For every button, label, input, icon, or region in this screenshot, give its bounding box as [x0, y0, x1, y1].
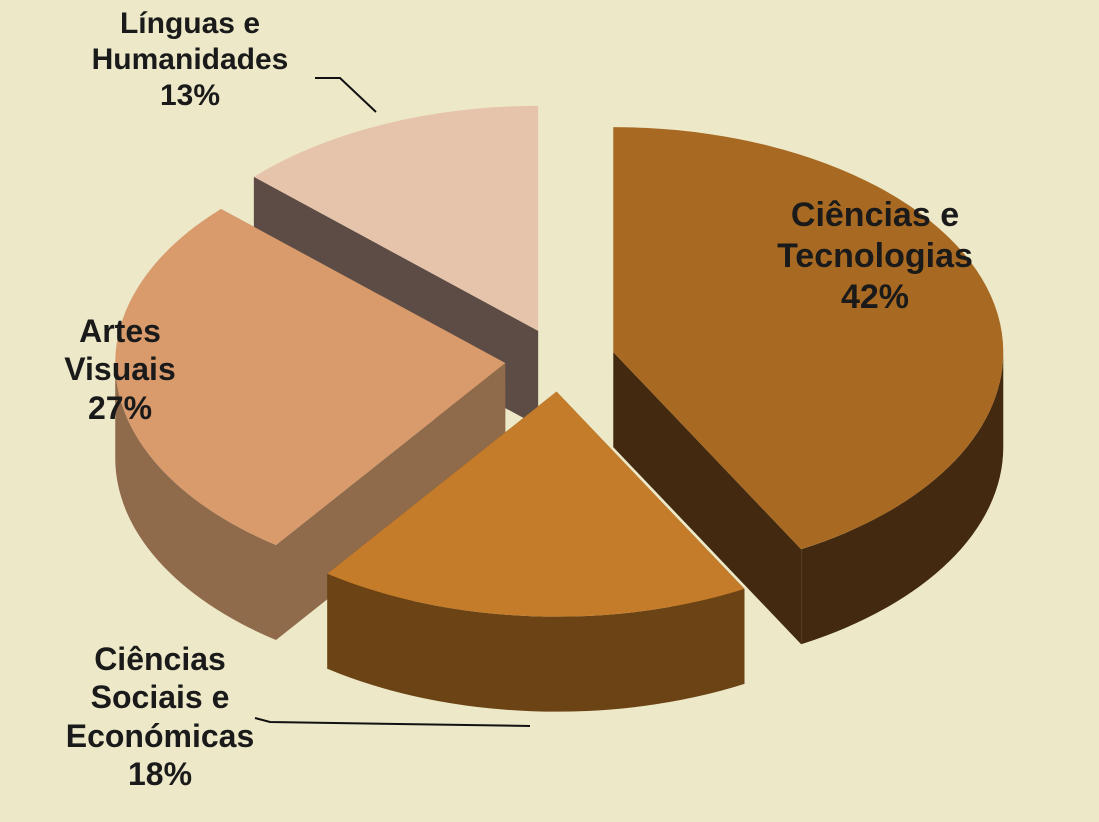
leader-line: [254, 717, 531, 727]
category-label: Ciências Sociais e Económicas: [65, 641, 255, 754]
value-label: 18%: [127, 756, 193, 793]
value-label: 27%: [87, 389, 153, 426]
slice-label: Línguas e Humanidades 13%: [60, 6, 320, 114]
category-label: Artes Visuais: [64, 313, 176, 388]
value-label: 13%: [159, 79, 221, 112]
slice-side: [327, 573, 745, 712]
leader-line: [315, 77, 377, 113]
slice-label: Ciências e Tecnologias 42%: [750, 195, 1000, 317]
slice: [327, 391, 745, 617]
slice: [613, 127, 1004, 550]
category-label: Línguas e Humanidades: [91, 7, 289, 76]
slice: [115, 208, 506, 546]
slice-label: Ciências Sociais e Económicas 18%: [53, 640, 268, 794]
slice: [253, 105, 539, 331]
value-label: 42%: [840, 277, 910, 316]
slice-side: [613, 352, 802, 645]
category-label: Ciências e Tecnologias: [777, 196, 973, 275]
slice-side: [801, 352, 1004, 645]
slice-label: Artes Visuais 27%: [50, 312, 190, 427]
slice-side: [115, 362, 277, 641]
